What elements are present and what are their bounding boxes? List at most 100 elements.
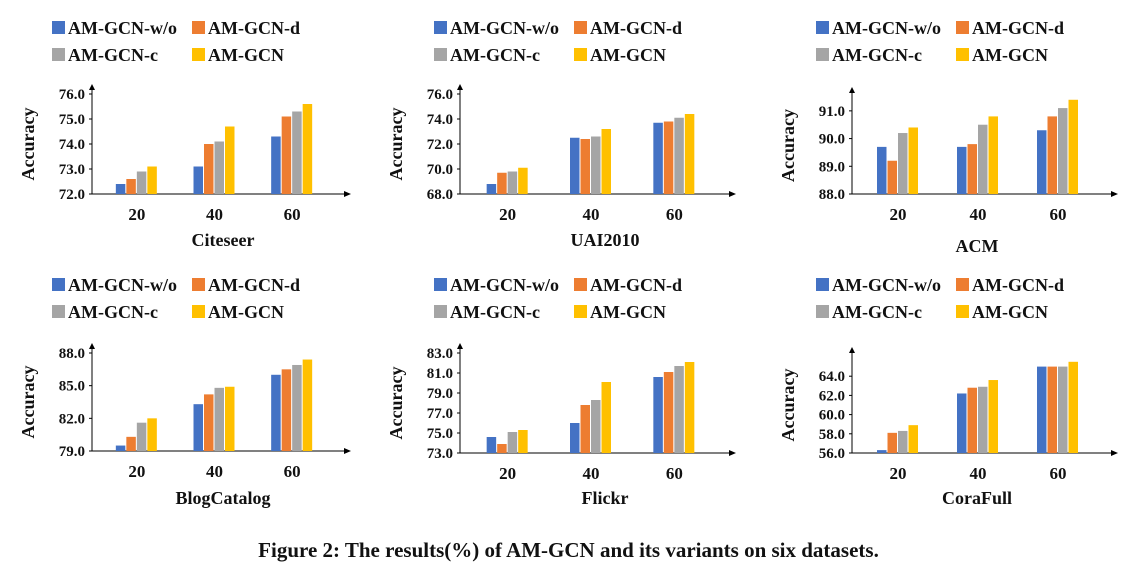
bar-am-gcn-40 <box>601 129 611 194</box>
y-axis-arrow <box>457 343 463 349</box>
y-tick-label: 56.0 <box>819 446 845 462</box>
legend-label: AM-GCN-d <box>972 275 1064 295</box>
x-axis-arrow <box>344 191 351 197</box>
y-axis-label: Accuracy <box>18 366 38 439</box>
y-tick-label: 88.0 <box>819 187 845 203</box>
bar-am-gcn-w-o-40 <box>957 146 967 194</box>
legend-label: AM-GCN-w/o <box>832 275 941 295</box>
x-tick-label: 40 <box>970 205 987 224</box>
legend: AM-GCN-w/o AM-GCN-d AM-GCN-c AM-GCN <box>52 18 300 65</box>
legend-swatch <box>434 278 447 291</box>
bar-am-gcn-c-40 <box>214 387 224 451</box>
legend-swatch <box>52 305 65 318</box>
legend-swatch <box>52 278 65 291</box>
chart-panel-blogcatalog: AM-GCN-w/o AM-GCN-d AM-GCN-c AM-GCN 79.0 82.0… <box>18 275 351 508</box>
bar-am-gcn-w-o-40 <box>570 423 580 453</box>
y-axis-arrow <box>457 84 463 90</box>
bar-am-gcn-c-60 <box>1058 108 1068 194</box>
x-tick-label: 20 <box>499 205 516 224</box>
x-axis-arrow <box>729 191 736 197</box>
y-axis-label: Accuracy <box>386 108 406 181</box>
bar-am-gcn-c-40 <box>591 136 601 194</box>
bar-am-gcn-d-40 <box>580 405 590 453</box>
legend-label: AM-GCN-w/o <box>68 18 177 38</box>
y-tick-label: 64.0 <box>819 369 845 385</box>
legend-swatch <box>192 278 205 291</box>
legend-swatch <box>192 21 205 34</box>
x-tick-label: 20 <box>128 205 145 224</box>
legend-label: AM-GCN <box>590 45 666 65</box>
x-tick-label: 20 <box>128 462 145 481</box>
x-tick-label: 20 <box>890 464 907 483</box>
y-tick-label: 73.0 <box>427 446 453 462</box>
bar-am-gcn-w-o-60 <box>271 136 281 194</box>
bar-am-gcn-c-60 <box>292 111 302 194</box>
y-axis-label: Accuracy <box>386 367 406 440</box>
bar-am-gcn-c-60 <box>292 364 302 451</box>
legend-label: AM-GCN-d <box>972 18 1064 38</box>
legend-swatch <box>434 48 447 61</box>
bar-am-gcn-c-20 <box>898 133 908 194</box>
x-tick-label: 40 <box>206 205 223 224</box>
bar-am-gcn-d-40 <box>204 144 214 194</box>
legend-label: AM-GCN-c <box>68 302 158 322</box>
y-tick-label: 74.0 <box>59 137 85 153</box>
bar-am-gcn-60 <box>684 362 695 453</box>
bar-am-gcn-d-40 <box>580 139 590 194</box>
legend-label: AM-GCN-d <box>208 275 300 295</box>
y-tick-label: 62.0 <box>819 388 845 404</box>
bar-am-gcn-d-60 <box>663 121 674 194</box>
chart-title: ACM <box>956 236 999 256</box>
legend-swatch <box>574 278 587 291</box>
bar-am-gcn-c-60 <box>1058 366 1068 453</box>
chart-panel-citeseer: AM-GCN-w/o AM-GCN-d AM-GCN-c AM-GCN 72.0 73.0… <box>18 18 351 250</box>
x-tick-label: 40 <box>583 464 600 483</box>
legend-swatch <box>434 21 447 34</box>
bar-am-gcn-c-40 <box>214 141 224 194</box>
legend-swatch <box>956 278 969 291</box>
legend-label: AM-GCN-d <box>208 18 300 38</box>
x-tick-label: 60 <box>666 464 683 483</box>
legend-label: AM-GCN-w/o <box>832 18 941 38</box>
y-tick-label: 60.0 <box>819 408 845 424</box>
chart-title: CoraFull <box>942 488 1012 508</box>
bar-am-gcn-c-20 <box>136 171 147 194</box>
bar-am-gcn-w-o-40 <box>957 393 967 453</box>
chart-panel-flickr: AM-GCN-w/o AM-GCN-d AM-GCN-c AM-GCN 73.0 75.0… <box>386 275 736 508</box>
bar-am-gcn-w-o-60 <box>1037 130 1047 194</box>
chart-title: Citeseer <box>192 230 255 250</box>
bar-am-gcn-d-20 <box>887 432 897 453</box>
bar-am-gcn-w-o-20 <box>115 445 126 451</box>
bar-am-gcn-d-20 <box>126 179 136 194</box>
bar-am-gcn-w-o-40 <box>193 404 203 451</box>
bar-am-gcn-40 <box>988 380 998 453</box>
y-axis-arrow <box>89 343 95 349</box>
bar-am-gcn-w-o-20 <box>486 184 497 194</box>
x-tick-label: 40 <box>206 462 223 481</box>
chart-title: UAI2010 <box>570 230 639 250</box>
bar-am-gcn-d-60 <box>281 116 292 194</box>
chart-title: BlogCatalog <box>175 488 270 508</box>
x-axis-arrow <box>1111 191 1118 197</box>
legend-swatch <box>816 21 829 34</box>
bar-am-gcn-c-60 <box>674 366 684 453</box>
legend-label: AM-GCN <box>208 45 284 65</box>
x-axis-arrow <box>344 448 351 454</box>
y-tick-label: 72.0 <box>427 137 453 153</box>
legend-swatch <box>192 305 205 318</box>
chart-panel-corafull: AM-GCN-w/o AM-GCN-d AM-GCN-c AM-GCN 56.0 58.0… <box>778 275 1118 508</box>
bar-am-gcn-d-40 <box>967 144 977 194</box>
x-tick-label: 60 <box>284 205 301 224</box>
legend-swatch <box>192 48 205 61</box>
bar-am-gcn-d-20 <box>497 444 507 453</box>
legend: AM-GCN-w/o AM-GCN-d AM-GCN-c AM-GCN <box>816 18 1064 65</box>
y-axis-arrow <box>849 347 855 353</box>
y-tick-label: 72.0 <box>59 187 85 203</box>
legend-label: AM-GCN <box>208 302 284 322</box>
bar-am-gcn-w-o-60 <box>1037 366 1047 453</box>
legend-swatch <box>816 305 829 318</box>
bar-am-gcn-d-60 <box>281 369 292 451</box>
legend-label: AM-GCN-c <box>68 45 158 65</box>
x-tick-label: 40 <box>583 205 600 224</box>
bar-am-gcn-20 <box>518 430 528 453</box>
